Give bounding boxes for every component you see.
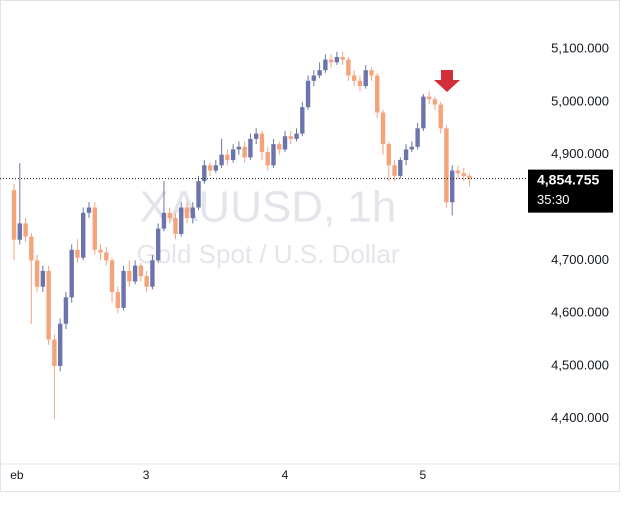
candle-body <box>98 249 103 253</box>
candle-body <box>11 190 17 240</box>
candle-body <box>86 207 92 213</box>
candle-body <box>450 170 455 203</box>
candle-body <box>132 265 138 282</box>
candle-body <box>230 149 236 160</box>
candle-body <box>144 276 149 287</box>
candle-body <box>184 207 190 219</box>
candle-body <box>328 59 334 63</box>
candle-body <box>311 75 317 81</box>
candle-body <box>426 96 432 100</box>
candle-body <box>369 70 374 76</box>
y-tick-label: 4,600.000 <box>551 305 609 320</box>
candle-body <box>34 260 40 287</box>
candle-body <box>334 57 340 63</box>
candle-body <box>282 136 288 150</box>
y-tick-label: 5,100.000 <box>551 41 609 56</box>
candle-body <box>173 218 178 234</box>
candle-body <box>23 223 28 237</box>
candle-body <box>219 154 224 166</box>
candle-body <box>300 107 305 134</box>
chart-frame <box>0 0 620 492</box>
candle-body <box>323 59 328 71</box>
candle-body <box>288 136 293 139</box>
candle-body <box>380 112 386 145</box>
candle-body <box>155 228 161 261</box>
candle-body <box>196 181 201 208</box>
candle-body <box>357 80 363 87</box>
candle-body <box>340 57 345 60</box>
y-tick-label: 5,000.000 <box>551 93 609 108</box>
candle-body <box>52 339 57 366</box>
x-tick-label: 5 <box>419 468 426 482</box>
candle-body <box>363 70 368 87</box>
candle-body <box>179 207 184 234</box>
candle-body <box>236 146 242 150</box>
candle-body <box>351 75 357 81</box>
candle-body <box>265 152 270 166</box>
candle-body <box>294 133 299 139</box>
candle-body <box>104 252 109 261</box>
candle-body <box>467 175 472 179</box>
watermark-subtitle: Gold Spot / U.S. Dollar <box>137 239 400 269</box>
candle-body <box>69 249 74 298</box>
candle-body <box>415 128 420 147</box>
candle-body <box>109 260 115 293</box>
candle-body <box>248 138 253 158</box>
last-price-label: 4,854.755 <box>537 171 599 187</box>
y-tick-label: 4,900.000 <box>551 146 609 161</box>
candle-body <box>259 133 265 153</box>
candle-body <box>92 207 97 250</box>
candle-body <box>305 80 311 108</box>
candle-body <box>63 297 69 324</box>
candle-body <box>57 323 63 366</box>
candle-body <box>432 99 438 105</box>
candle-body <box>75 249 80 258</box>
candle-body <box>346 59 351 76</box>
candle-body <box>121 270 126 308</box>
candle-body <box>398 160 403 176</box>
candle-body <box>81 212 86 258</box>
candle-body <box>225 154 230 160</box>
candle-body <box>421 96 426 129</box>
candle-body <box>202 165 207 182</box>
candle-body <box>409 146 415 150</box>
candle-body <box>386 144 391 166</box>
candle-body <box>444 128 449 203</box>
candle-body <box>161 212 167 229</box>
candle-body <box>253 133 259 139</box>
y-tick-label: 4,500.000 <box>551 357 609 372</box>
candle-body <box>138 265 144 277</box>
candle-body <box>317 70 322 76</box>
candle-body <box>207 165 213 171</box>
x-tick-label: 4 <box>282 468 289 482</box>
candle-body <box>213 165 219 171</box>
candle-body <box>29 236 34 261</box>
candle-body <box>150 260 155 287</box>
last-price-box <box>528 169 613 213</box>
down-arrow-marker <box>434 70 460 92</box>
candle-body <box>438 104 443 129</box>
y-tick-label: 4,700.000 <box>551 252 609 267</box>
candle-body <box>403 149 409 160</box>
candle-body <box>46 270 51 340</box>
candle-body <box>375 75 380 113</box>
x-tick-label: 3 <box>143 468 150 482</box>
candle-body <box>115 292 121 308</box>
watermark-title: XAUUSD, 1h <box>140 183 397 232</box>
candle-body <box>127 270 132 282</box>
candle-body <box>277 144 282 150</box>
y-tick-label: 4,400.000 <box>551 410 609 425</box>
candle-body <box>455 170 461 174</box>
countdown-label: 35:30 <box>537 192 570 207</box>
candle-body <box>40 270 46 287</box>
candle-body <box>190 207 195 219</box>
candle-body <box>392 165 397 176</box>
candle-body <box>242 146 247 158</box>
candle-body <box>17 223 23 240</box>
candle-body <box>167 212 172 219</box>
candle-body <box>461 173 466 176</box>
candle-body <box>271 144 276 166</box>
x-tick-label: eb <box>10 468 24 482</box>
